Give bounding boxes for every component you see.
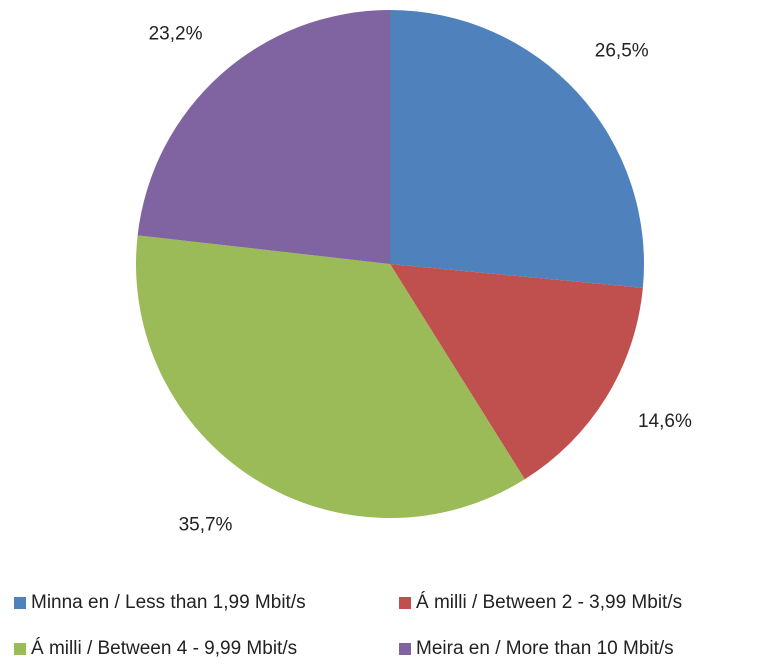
pie-slice xyxy=(136,235,525,518)
legend-swatch xyxy=(399,597,411,609)
data-label: 26,5% xyxy=(595,40,649,61)
legend-item-less-than-2: Minna en / Less than 1,99 Mbit/s xyxy=(14,592,306,614)
pie-slice xyxy=(390,264,643,480)
pie-chart: 26,5% 14,6% 35,7% 23,2% xyxy=(136,10,692,535)
data-label: 14,6% xyxy=(638,411,692,432)
data-label: 35,7% xyxy=(179,514,233,535)
legend-item-2-to-4: Á milli / Between 2 - 3,99 Mbit/s xyxy=(399,592,682,614)
data-labels: 26,5% 14,6% 35,7% 23,2% xyxy=(149,23,692,535)
legend-swatch xyxy=(14,597,26,609)
pie-slices xyxy=(136,10,644,518)
legend-item-more-than-10: Meira en / More than 10 Mbit/s xyxy=(399,638,674,660)
pie-slice xyxy=(390,10,644,288)
legend-label: Á milli / Between 4 - 9,99 Mbit/s xyxy=(31,638,298,659)
data-label: 23,2% xyxy=(149,23,203,44)
legend-item-4-to-10: Á milli / Between 4 - 9,99 Mbit/s xyxy=(14,638,297,660)
legend-label: Minna en / Less than 1,99 Mbit/s xyxy=(31,592,306,613)
legend-label: Meira en / More than 10 Mbit/s xyxy=(416,638,674,659)
legend-swatch xyxy=(14,643,26,655)
legend-label: Á milli / Between 2 - 3,99 Mbit/s xyxy=(416,592,683,613)
pie-slice xyxy=(137,10,390,264)
legend-swatch xyxy=(399,643,411,655)
